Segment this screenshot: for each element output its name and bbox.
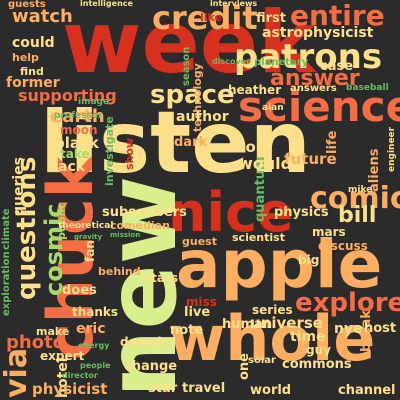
word-professor: professor	[54, 111, 103, 121]
word-scientist: scientist	[232, 231, 285, 244]
word-season: season	[181, 46, 192, 86]
word-gravity: gravity	[74, 233, 103, 241]
word-change: change	[124, 359, 178, 374]
word-intelligence: intelligence	[80, 0, 133, 8]
word-commons: commons	[282, 357, 352, 372]
word-entire: entire	[290, 0, 385, 32]
word-climate: climate	[1, 208, 12, 250]
word-black: black	[54, 134, 99, 152]
word-director: director	[62, 371, 98, 380]
word-patrons: patrons	[234, 37, 383, 77]
word-discover: discover	[212, 57, 251, 66]
word-physicist: physicist	[32, 380, 108, 398]
word-energy: energy	[78, 341, 110, 350]
word-big: big	[298, 253, 320, 267]
word-miss: miss	[186, 295, 217, 309]
word-image: image	[78, 97, 110, 107]
word-expert: expert	[40, 349, 85, 363]
word-make: make	[36, 325, 70, 338]
word-investigate: investigate	[103, 116, 116, 186]
word-mission: mission	[110, 231, 141, 239]
word-bill: bill	[338, 203, 377, 228]
word-moon: moon	[60, 123, 98, 137]
word-answer: answer	[270, 66, 360, 91]
word-mike: mike	[348, 185, 373, 195]
word-note: note	[170, 323, 204, 338]
word-interviews: interviews	[210, 0, 258, 8]
word-future: future	[284, 150, 337, 168]
word-could: could	[12, 35, 55, 51]
word-star: star	[148, 381, 178, 396]
word-space: space	[150, 80, 235, 110]
word-find: find	[20, 65, 44, 78]
word-earth: earth	[50, 106, 105, 127]
word-theoretical: theoretical	[58, 221, 114, 231]
word-baseball: baseball	[346, 83, 389, 93]
word-first: first	[256, 11, 286, 26]
word-take: take	[60, 147, 90, 161]
word-dark: dark	[174, 135, 208, 150]
word-whole: whole	[168, 302, 376, 375]
word-former: former	[6, 75, 60, 91]
word-week: week	[62, 0, 316, 93]
word-physics: physics	[274, 205, 329, 220]
word-help: help	[12, 51, 39, 64]
word-author: author	[176, 109, 229, 125]
word-nice: nice	[168, 181, 294, 244]
word-listen: listen	[40, 93, 311, 193]
word-heather: heather	[228, 83, 282, 97]
word-answers: answers	[290, 83, 337, 94]
word-guest: guest	[182, 235, 217, 248]
word-supporting: supporting	[18, 86, 117, 105]
word-case: case	[320, 59, 354, 74]
word-live: live	[184, 305, 211, 320]
word-time: time	[290, 329, 326, 345]
word-series: series	[252, 303, 293, 317]
word-subscribers: subscribers	[102, 205, 187, 220]
word-universe: universe	[250, 314, 323, 332]
word-solar: solar	[248, 355, 276, 366]
word-credit: credit	[152, 0, 258, 37]
word-exploration: exploration	[1, 251, 12, 316]
word-comedian: comedian	[110, 219, 170, 232]
word-like: like	[200, 11, 223, 24]
word-engineer: engineer	[387, 126, 397, 172]
word-photo: photo	[6, 332, 66, 353]
word-alan: alan	[262, 103, 284, 113]
word-fan: fan	[83, 240, 97, 262]
word-nye: nye	[334, 321, 363, 337]
word-host: host	[364, 321, 397, 336]
word-planetary: planetary	[254, 57, 309, 68]
word-guy: guy	[306, 343, 331, 357]
word-apple: apple	[176, 226, 383, 303]
word-mars: mars	[312, 225, 346, 239]
word-science: science	[238, 82, 400, 131]
word-discuss: discuss	[318, 239, 368, 253]
word-does: does	[62, 283, 97, 298]
word-domain: domain	[120, 335, 171, 349]
word-watch: watch	[12, 6, 73, 27]
word-stars: stars	[144, 271, 179, 285]
word-would: would	[238, 154, 293, 173]
word-behind: behind	[98, 265, 141, 278]
word-back: back	[48, 159, 86, 175]
word-comic: comic	[310, 181, 400, 216]
word-explore: explore	[295, 288, 400, 318]
word-via: via	[0, 347, 34, 398]
word-eric: eric	[76, 321, 106, 337]
word-look: look	[230, 138, 266, 156]
word-guests: guests	[8, 0, 46, 10]
word-world: world	[250, 383, 292, 398]
word-show: show	[123, 137, 136, 170]
word-thanks: thanks	[72, 305, 119, 319]
word-astrophysicist: astrophysicist	[262, 25, 374, 41]
word-people: people	[80, 361, 111, 370]
word-human: human	[222, 317, 273, 332]
word-travel: travel	[182, 381, 226, 396]
word-queries: queries	[11, 156, 27, 216]
word-channel: channel	[338, 383, 396, 398]
